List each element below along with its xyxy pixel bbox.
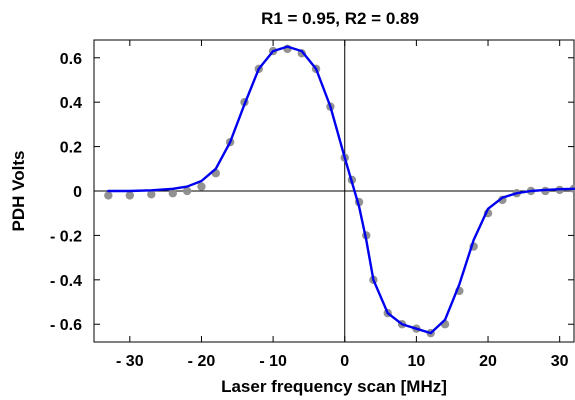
fit-line [107, 45, 575, 335]
y-tick-label: 0.4 [60, 95, 82, 112]
chart-title: R1 = 0.95, R2 = 0.89 [261, 9, 419, 28]
fit-series [107, 45, 575, 335]
x-tick-label: 0 [340, 353, 349, 370]
y-tick-label: - 0.6 [50, 317, 82, 334]
x-tick-label: 20 [479, 353, 497, 370]
y-tick-label: 0 [73, 184, 82, 201]
scatter-point [182, 186, 192, 196]
x-tick-label: - 30 [116, 353, 144, 370]
x-tick-label: - 10 [259, 353, 287, 370]
y-tick-label: - 0.2 [50, 228, 82, 245]
x-axis-label: Laser frequency scan [MHz] [221, 377, 447, 396]
y-axis-label: PDH Volts [9, 151, 28, 232]
scatter-point [168, 189, 178, 198]
scatter-point [125, 191, 135, 200]
x-axis-tick-labels: - 30 - 20 - 10 0 10 20 30 [116, 353, 569, 370]
y-axis-tick-labels: 0.6 0.4 0.2 0 - 0.2 - 0.4 - 0.6 [50, 51, 82, 334]
x-tick-label: 30 [551, 353, 569, 370]
plot-area [93, 39, 575, 343]
x-tick-label: - 20 [188, 353, 216, 370]
scatter-point [104, 191, 113, 200]
x-axis-ticks [129, 40, 561, 342]
scatter-point [197, 182, 206, 191]
y-tick-label: 0.6 [60, 51, 82, 68]
y-tick-label: - 0.4 [50, 273, 82, 290]
scatter-point [147, 190, 156, 199]
y-tick-label: 0.2 [60, 140, 82, 157]
x-tick-label: 10 [407, 353, 425, 370]
